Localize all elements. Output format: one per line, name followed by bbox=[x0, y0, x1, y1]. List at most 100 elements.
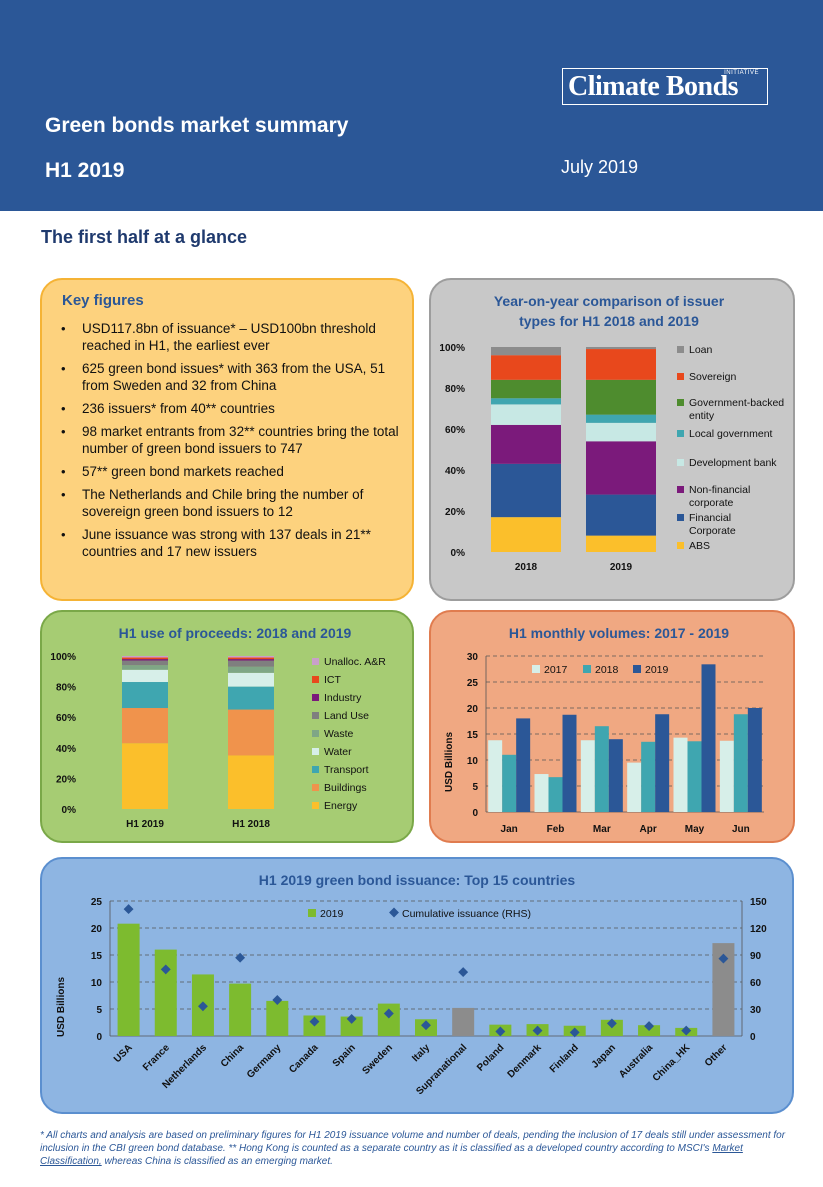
bullet-icon: • bbox=[61, 464, 66, 479]
bar-segment bbox=[122, 669, 168, 683]
y-tick-label: 40% bbox=[445, 466, 465, 477]
footnote-text: * All charts and analysis are based on p… bbox=[40, 1130, 786, 1154]
legend-label: Energy bbox=[324, 800, 358, 812]
bar-segment bbox=[491, 517, 561, 552]
legend-label: Government-backed entity bbox=[689, 397, 784, 422]
market-classification-link[interactable]: Market Classification, bbox=[40, 1143, 743, 1167]
x-tick-label: Other bbox=[703, 1042, 730, 1069]
monthly-volumes-panel: H1 monthly volumes: 2017 - 2019 0 5 10 15 20 2… bbox=[429, 610, 795, 843]
bar bbox=[548, 777, 563, 812]
legend-label: Water bbox=[324, 746, 352, 758]
page-subtitle: H1 2019 bbox=[45, 159, 125, 182]
bullet-icon: • bbox=[61, 487, 66, 502]
chart-title: H1 monthly volumes: 2017 - 2019 bbox=[509, 625, 729, 641]
bullet-icon: • bbox=[61, 321, 66, 336]
bar-segment bbox=[586, 441, 656, 495]
x-tick-label: Apr bbox=[640, 824, 657, 835]
chart-title: H1 use of proceeds: 2018 and 2019 bbox=[119, 625, 352, 641]
bar bbox=[534, 774, 549, 812]
chart-title: H1 2019 green bond issuance: Top 15 coun… bbox=[259, 872, 576, 888]
bar-segment bbox=[586, 349, 656, 380]
legend-label: ABS bbox=[689, 540, 710, 552]
bar bbox=[747, 708, 762, 812]
report-date: July 2019 bbox=[561, 157, 639, 177]
y-tick-label: 100% bbox=[439, 343, 465, 354]
bar bbox=[154, 949, 177, 1036]
y-tick-label: 20% bbox=[445, 507, 465, 518]
legend-swatch bbox=[312, 766, 319, 773]
x-tick-label: France bbox=[141, 1042, 172, 1073]
legend-swatch bbox=[312, 712, 319, 719]
y-tick-label: 20 bbox=[91, 924, 103, 935]
key-figure-item: • June issuance was strong with 137 deals… bbox=[59, 526, 404, 560]
legend-label: Local government bbox=[689, 428, 773, 440]
cumulative-marker bbox=[272, 995, 283, 1005]
y-tick-label: 100% bbox=[50, 652, 76, 663]
bar bbox=[340, 1016, 363, 1036]
x-tick-label: China_HK bbox=[651, 1042, 693, 1084]
issuer-types-panel: Year-on-year comparison of issuer types f… bbox=[429, 278, 795, 601]
bar bbox=[655, 714, 670, 812]
section-title: The first half at a glance bbox=[41, 227, 248, 247]
bar-segment bbox=[228, 755, 274, 809]
key-figure-text: 625 green bond issues* with 363 from the… bbox=[82, 361, 386, 393]
cumulative-marker bbox=[569, 1027, 580, 1038]
bar-segment bbox=[122, 743, 168, 809]
y2-tick-label: 0 bbox=[750, 1032, 756, 1043]
footnote-text-end: whereas China is classified as an emergi… bbox=[101, 1156, 333, 1167]
bar bbox=[488, 740, 503, 812]
key-figure-text: June issuance was strong with 137 deals … bbox=[82, 527, 371, 559]
x-tick-label: Italy bbox=[410, 1042, 432, 1064]
legend-swatch bbox=[633, 665, 641, 673]
bar-segment bbox=[228, 660, 274, 667]
x-tick-label: H1 2018 bbox=[232, 819, 270, 830]
x-tick-label: China bbox=[219, 1042, 247, 1070]
bar bbox=[701, 664, 716, 812]
chart-title: Year-on-year comparison of issuer bbox=[494, 293, 725, 309]
legend-swatch bbox=[389, 907, 399, 918]
bar bbox=[516, 718, 531, 812]
key-figure-item: • 57** green bond markets reached bbox=[59, 463, 404, 480]
bar-segment bbox=[122, 660, 168, 666]
key-figure-text: The Netherlands and Chile bring the numb… bbox=[82, 487, 364, 519]
y-axis-label: USD Billions bbox=[444, 732, 455, 792]
bar bbox=[562, 714, 577, 812]
y-tick-label: 20% bbox=[56, 774, 76, 785]
x-tick-label: 2018 bbox=[515, 562, 538, 573]
x-tick-label: Jun bbox=[732, 824, 750, 835]
legend-swatch bbox=[677, 459, 684, 466]
legend-label: Loan bbox=[689, 344, 713, 356]
legend-swatch bbox=[312, 802, 319, 809]
legend-swatch bbox=[677, 346, 684, 353]
key-figure-text: 57** green bond markets reached bbox=[82, 464, 284, 479]
bar-segment bbox=[491, 424, 561, 464]
y-tick-label: 20 bbox=[467, 704, 479, 715]
legend-label: Land Use bbox=[324, 710, 369, 722]
use-of-proceeds-chart: H1 use of proceeds: 2018 and 2019 0% 20% 40… bbox=[50, 625, 386, 830]
legend-swatch bbox=[677, 399, 684, 406]
climate-bonds-logo[interactable]: INITIATIVE Climate Bonds bbox=[562, 68, 768, 105]
bar bbox=[452, 1007, 475, 1036]
y-axis-label: USD Billions bbox=[56, 977, 67, 1037]
bar bbox=[712, 943, 735, 1036]
legend-swatch bbox=[312, 730, 319, 737]
legend-swatch bbox=[312, 676, 319, 683]
bar bbox=[641, 741, 656, 812]
top-countries-chart: H1 2019 green bond issuance: Top 15 coun… bbox=[56, 872, 767, 1097]
bar-segment bbox=[122, 656, 168, 658]
legend-swatch bbox=[677, 486, 684, 493]
x-tick-label: Finland bbox=[548, 1042, 581, 1075]
logo-text: Climate Bonds bbox=[568, 71, 739, 102]
logo-initiative-text: INITIATIVE bbox=[724, 70, 759, 76]
bar-segment bbox=[122, 682, 168, 709]
y-tick-label: 5 bbox=[472, 782, 478, 793]
cumulative-marker bbox=[123, 904, 134, 915]
bar bbox=[673, 737, 688, 812]
y2-tick-label: 30 bbox=[750, 1005, 762, 1016]
bar bbox=[377, 1003, 400, 1036]
bar-segment bbox=[122, 708, 168, 744]
bar bbox=[687, 741, 702, 812]
key-figure-text: 98 market entrants from 32** countries b… bbox=[82, 424, 399, 456]
bar-segment bbox=[491, 347, 561, 356]
y-tick-label: 80% bbox=[56, 683, 76, 694]
